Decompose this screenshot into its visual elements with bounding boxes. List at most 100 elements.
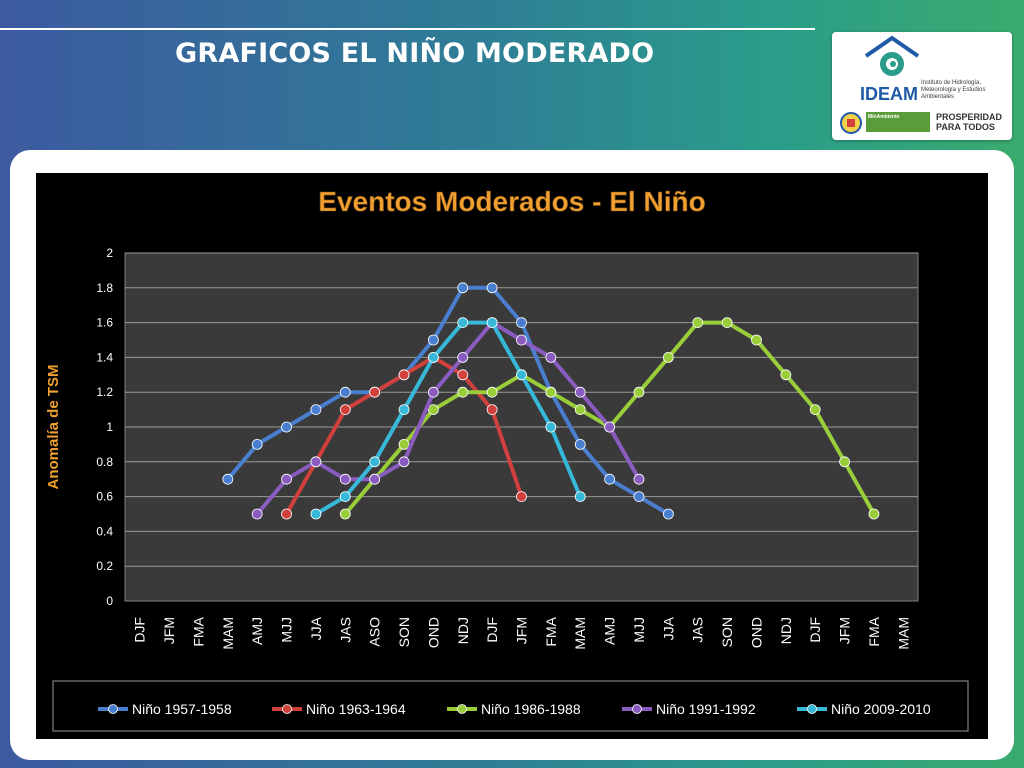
data-point: [751, 334, 762, 346]
top-rule: [0, 28, 815, 30]
colombia-shield-icon: [840, 112, 862, 134]
legend-swatch-marker: [807, 704, 817, 714]
series-line: [314, 320, 583, 516]
x-tick-label: JJA: [660, 616, 676, 640]
x-tick-label: AMJ: [602, 617, 618, 645]
x-tick-label: JAS: [337, 617, 353, 643]
legend-label: Niño 2009-2010: [831, 701, 931, 717]
x-tick-label: JFM: [514, 617, 530, 644]
data-point: [398, 438, 410, 450]
data-point: [545, 421, 557, 433]
x-tick-label: ASO: [367, 617, 383, 647]
data-point: [633, 386, 645, 398]
data-point: [457, 317, 469, 329]
x-tick-label: OND: [425, 617, 441, 648]
data-point: [574, 386, 586, 398]
ideam-description: Instituto de Hidrología, Meteorología y …: [921, 80, 986, 100]
data-point: [398, 369, 410, 381]
x-tick-label: DJF: [484, 617, 500, 643]
y-tick-label: 1.4: [96, 350, 113, 364]
y-tick-label: 0.2: [96, 559, 113, 573]
data-point: [281, 473, 292, 485]
y-tick-label: 2: [106, 246, 113, 260]
series-line: [226, 285, 670, 516]
data-point: [662, 508, 674, 520]
slide-title: GRAFICOS EL NIÑO MODERADO: [175, 38, 655, 69]
data-point: [721, 317, 733, 329]
data-point: [369, 456, 381, 468]
data-point: [486, 386, 498, 398]
data-point: [398, 456, 410, 468]
x-tick-label: SON: [719, 617, 735, 647]
data-point: [369, 473, 381, 485]
legend-label: Niño 1986-1988: [481, 701, 581, 717]
y-tick-label: 0.8: [96, 455, 113, 469]
data-point: [457, 386, 469, 398]
x-tick-label: FMA: [866, 616, 882, 646]
x-tick-label: JAS: [690, 617, 706, 643]
data-point: [427, 351, 439, 363]
chart-container: Eventos Moderados - El Niño 0 0.2 0.4 0.6 0.8…: [36, 173, 988, 739]
data-point: [604, 421, 616, 433]
data-point: [281, 508, 292, 520]
chart-title: Eventos Moderados - El Niño: [318, 186, 705, 217]
data-point: [574, 404, 586, 416]
data-point: [281, 421, 292, 433]
data-point: [633, 491, 645, 503]
data-point: [310, 508, 322, 520]
x-tick-label: MJJ: [631, 617, 647, 643]
data-point: [486, 404, 498, 416]
data-point: [545, 351, 557, 363]
legend-swatch-marker: [632, 704, 642, 714]
y-tick-label: 0.4: [96, 524, 113, 538]
data-point: [868, 508, 880, 520]
data-point: [339, 404, 351, 416]
x-tick-label: MAM: [895, 617, 911, 650]
data-point: [427, 386, 439, 398]
x-tick-label: JFM: [161, 617, 177, 644]
x-tick-label: JJA: [308, 616, 324, 640]
data-point: [809, 404, 821, 416]
data-point: [662, 351, 674, 363]
data-point: [339, 491, 351, 503]
data-point: [339, 386, 351, 398]
x-tick-label: SON: [396, 617, 412, 647]
data-point: [516, 491, 527, 503]
legend-swatch-marker: [108, 704, 118, 714]
x-tick-label: MJJ: [279, 617, 295, 643]
slogan-line-2: PARA TODOS: [936, 122, 995, 132]
legend-swatch-marker: [457, 704, 467, 714]
ministry-badge: MinAmbiente: [866, 112, 930, 132]
data-point: [574, 491, 586, 503]
data-point: [457, 351, 469, 363]
ideam-name: IDEAM: [860, 84, 918, 104]
prosperidad-logo: PROSPERIDAD PARA TODOS: [936, 112, 1008, 132]
y-axis-label: Anomalía de TSM: [45, 364, 62, 489]
y-tick-label: 0: [106, 594, 113, 608]
data-point: [339, 508, 351, 520]
x-tick-label: NDJ: [778, 617, 794, 644]
data-point: [633, 473, 645, 485]
data-point: [516, 369, 527, 381]
x-tick-label: FMA: [190, 616, 206, 646]
data-point: [339, 473, 351, 485]
data-point: [516, 334, 527, 346]
data-point: [427, 334, 439, 346]
data-point: [574, 438, 586, 450]
data-point: [310, 404, 322, 416]
data-point: [839, 456, 850, 468]
x-tick-label: OND: [748, 617, 764, 648]
x-tick-label: NDJ: [455, 617, 471, 644]
x-tick-label: DJF: [807, 617, 823, 643]
data-point: [310, 456, 322, 468]
y-tick-label: 1: [106, 420, 113, 434]
ideam-emblem-icon: [864, 35, 920, 76]
y-tick-label: 1.8: [96, 281, 113, 295]
slogan-line-1: PROSPERIDAD: [936, 112, 1003, 122]
legend-label: Niño 1957-1958: [132, 701, 232, 717]
legend-label: Niño 1963-1964: [306, 701, 406, 717]
data-point: [457, 369, 469, 381]
data-point: [369, 386, 381, 398]
data-point: [545, 386, 557, 398]
data-point: [222, 473, 234, 485]
